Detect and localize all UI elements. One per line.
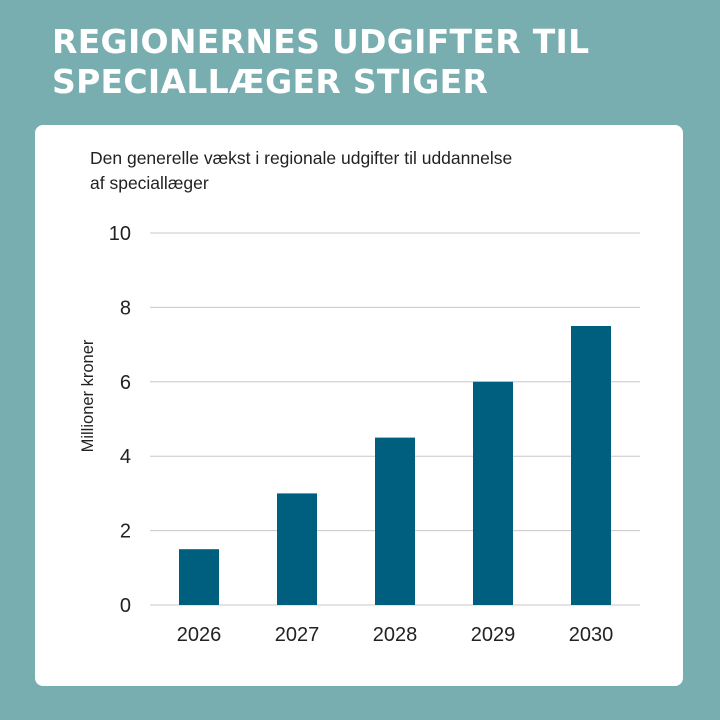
chart-title-line-1: Den generelle vækst i regionale udgifter… (90, 148, 513, 168)
y-tick-label: 8 (120, 297, 131, 319)
y-tick-label: 10 (109, 223, 131, 245)
headline-line-1: REGIONERNES UDGIFTER TIL (52, 22, 590, 61)
x-tick-label: 2026 (177, 624, 222, 646)
chart-title: Den generelle vækst i regionale udgifter… (90, 146, 610, 196)
bar-2028 (375, 437, 415, 605)
headline-line-2: SPECIALLÆGER STIGER (52, 62, 489, 101)
y-tick-label: 6 (120, 372, 131, 394)
headline: REGIONERNES UDGIFTER TIL SPECIALLÆGER ST… (52, 22, 692, 102)
bar-2027 (277, 493, 317, 605)
x-axis-ticks: 2026 2027 2028 2029 2030 (177, 624, 614, 646)
y-tick-label: 2 (120, 521, 131, 543)
bar-2030 (571, 326, 611, 605)
y-axis-ticks: 0 2 4 6 8 10 (109, 223, 131, 617)
bar-2026 (179, 549, 219, 605)
chart-title-line-2: af speciallæger (90, 173, 209, 193)
x-tick-label: 2030 (569, 624, 614, 646)
x-tick-label: 2028 (373, 624, 418, 646)
bars (179, 326, 611, 605)
x-tick-label: 2027 (275, 624, 320, 646)
x-tick-label: 2029 (471, 624, 516, 646)
y-tick-label: 4 (120, 446, 131, 468)
bar-2029 (473, 381, 513, 605)
y-axis-label: Millioner kroner (79, 339, 97, 452)
y-tick-label: 0 (120, 595, 131, 617)
